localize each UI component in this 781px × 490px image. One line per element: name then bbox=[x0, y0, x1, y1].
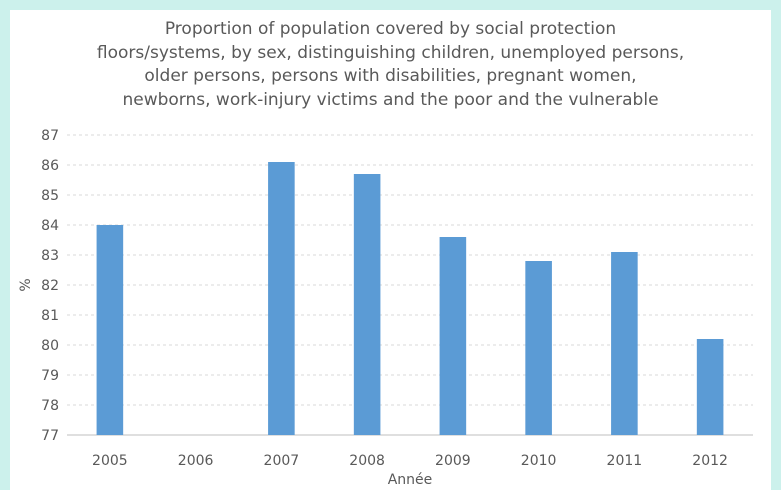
bar-2010 bbox=[525, 261, 552, 435]
y-tick-label: 86 bbox=[41, 158, 59, 174]
y-tick-label: 77 bbox=[41, 428, 59, 444]
chart-panel: Proportion of population covered by soci… bbox=[10, 10, 771, 490]
y-tick-label: 78 bbox=[41, 398, 59, 414]
y-tick-label: 87 bbox=[41, 128, 59, 144]
y-tick-label: 82 bbox=[41, 278, 59, 294]
y-tick-label: 84 bbox=[41, 218, 59, 234]
x-tick-label: 2008 bbox=[349, 453, 385, 469]
x-tick-label: 2005 bbox=[92, 453, 128, 469]
x-tick-labels: 2005 2006 2007 2008 2009 2010 2011 2012 bbox=[92, 453, 728, 469]
bar-2007 bbox=[268, 162, 295, 435]
y-tick-label: 81 bbox=[41, 308, 59, 324]
x-tick-label: 2007 bbox=[264, 453, 300, 469]
x-tick-label: 2006 bbox=[178, 453, 214, 469]
bar-2009 bbox=[439, 237, 467, 435]
bar-2012 bbox=[696, 339, 724, 435]
chart-title: Proportion of population covered by soci… bbox=[96, 19, 685, 110]
x-tick-label: 2012 bbox=[692, 453, 728, 469]
y-axis-title: % bbox=[18, 278, 34, 291]
bar-2008 bbox=[353, 174, 381, 435]
y-tick-label: 80 bbox=[41, 338, 59, 354]
bar-2011 bbox=[611, 252, 638, 435]
bar-2005 bbox=[96, 225, 124, 435]
y-tick-labels: 77 78 79 80 81 82 83 84 85 86 87 bbox=[41, 128, 59, 444]
gridlines bbox=[67, 134, 753, 436]
y-tick-label: 85 bbox=[41, 188, 59, 204]
x-tick-label: 2009 bbox=[435, 453, 471, 469]
y-tick-label: 83 bbox=[41, 248, 59, 264]
x-tick-label: 2010 bbox=[521, 453, 557, 469]
x-tick-label: 2011 bbox=[607, 453, 643, 469]
x-axis-title: Année bbox=[388, 472, 433, 488]
y-tick-label: 79 bbox=[41, 368, 59, 384]
bars bbox=[96, 162, 724, 435]
